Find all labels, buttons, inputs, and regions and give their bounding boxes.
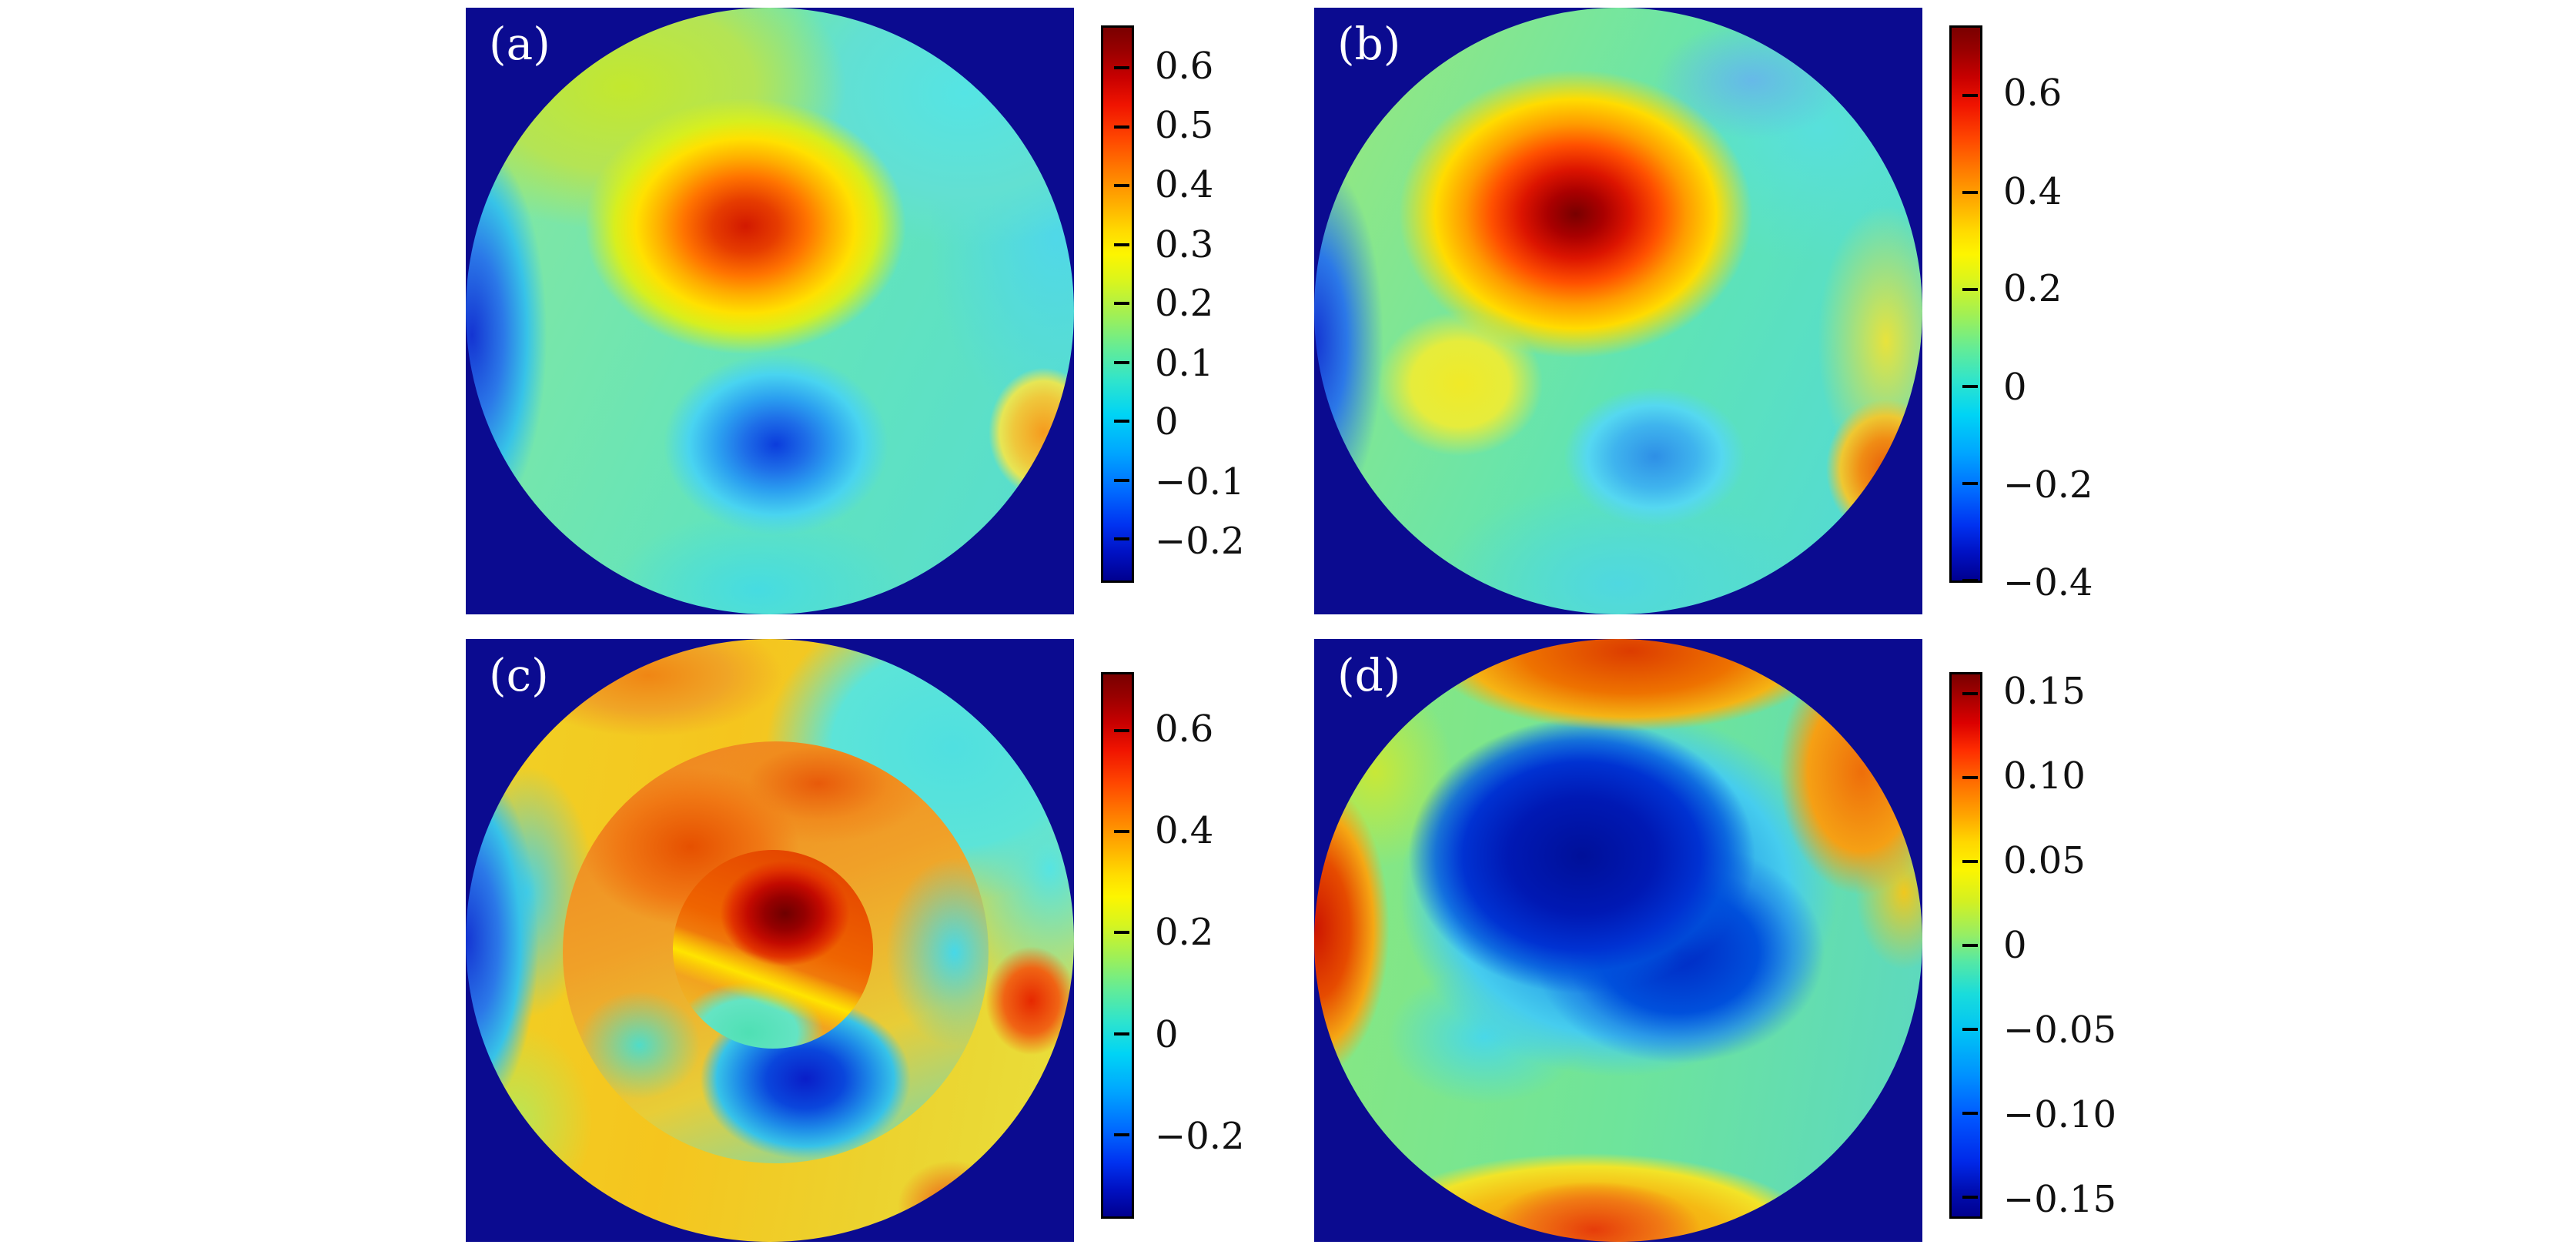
colorbar-tick-label: 0.6 [2003, 72, 2062, 115]
colorbar-tick-label: −0.2 [1155, 519, 1245, 563]
colorbar-tick-mark [1114, 66, 1129, 70]
colorbar-tick-mark [1114, 479, 1129, 483]
colorbar-tick-mark [1962, 1028, 1978, 1032]
heatmap-panel-d: (d) [1314, 639, 1922, 1242]
colorbar-tick-mark [1114, 420, 1129, 423]
colorbar-tick-label: −0.1 [1155, 460, 1245, 504]
colorbar-gradient-c [1101, 672, 1134, 1219]
colorbar-tick-label: 0.10 [2003, 754, 2086, 798]
heatmap-panel-a: (a) [466, 8, 1074, 614]
colorbar-tick-mark [1962, 1196, 1978, 1199]
colorbar-tick-mark [1114, 125, 1129, 129]
colorbar-tick-label: 0.2 [2003, 267, 2062, 311]
colorbar-tick-label: 0.4 [1155, 163, 1214, 207]
colorbar-tick-mark [1962, 691, 1978, 695]
colorbar-tick-mark [1114, 1032, 1129, 1036]
colorbar-tick-label: 0.6 [1155, 707, 1214, 751]
colorbar-tick-mark [1962, 579, 1978, 582]
colorbar-tick-label: 0.2 [1155, 910, 1214, 954]
colorbar-tick-label: 0.4 [2003, 169, 2062, 213]
colorbar-a: 0.6 0.5 0.4 0.3 0.2 0.1 0 −0.1 −0.2 [1101, 25, 1332, 583]
colorbar-tick-label: 0.3 [1155, 222, 1214, 266]
colorbar-tick-label: 0.4 [1155, 808, 1214, 852]
colorbar-tick-label: 0 [1155, 1012, 1179, 1056]
colorbar-tick-label: −0.10 [2003, 1093, 2117, 1137]
heatmap-circle-a [466, 8, 1074, 614]
colorbar-tick-mark [1962, 944, 1978, 947]
colorbar-tick-mark [1114, 302, 1129, 306]
panel-label-b: (b) [1337, 18, 1401, 70]
colorbar-tick-mark [1114, 243, 1129, 247]
colorbar-tick-mark [1962, 287, 1978, 291]
colorbar-tick-mark [1114, 931, 1129, 935]
colorbar-tick-mark [1114, 184, 1129, 188]
colorbar-tick-mark [1114, 537, 1129, 541]
colorbar-gradient-a [1101, 25, 1134, 583]
colorbar-tick-label: 0.15 [2003, 669, 2086, 713]
colorbar-tick-mark [1114, 830, 1129, 834]
colorbar-d: 0.15 0.10 0.05 0 −0.05 −0.10 −0.15 [1949, 672, 2180, 1219]
colorbar-tick-label: 0.5 [1155, 104, 1214, 148]
colorbar-tick-label: −0.05 [2003, 1009, 2117, 1052]
panel-label-d: (d) [1337, 649, 1401, 701]
colorbar-tick-mark [1114, 1133, 1129, 1136]
colorbar-tick-label: 0.05 [2003, 838, 2086, 882]
colorbar-tick-label: 0.6 [1155, 44, 1214, 88]
colorbar-tick-label: 0.1 [1155, 341, 1214, 385]
colorbar-tick-mark [1962, 859, 1978, 863]
colorbar-tick-label: −0.4 [2003, 561, 2093, 604]
colorbar-tick-mark [1962, 1112, 1978, 1116]
colorbar-tick-mark [1114, 361, 1129, 365]
colorbar-gradient-d [1949, 672, 1982, 1219]
panel-label-c: (c) [489, 649, 549, 701]
colorbar-tick-mark [1962, 384, 1978, 388]
colorbar-tick-mark [1962, 190, 1978, 194]
heatmap-subaperture-inner-c [672, 850, 874, 1049]
colorbar-tick-mark [1962, 93, 1978, 97]
colorbar-tick-mark [1962, 481, 1978, 485]
heatmap-panel-c: (c) [466, 639, 1074, 1242]
heatmap-circle-b [1314, 8, 1922, 614]
heatmap-circle-d [1314, 639, 1922, 1242]
colorbar-tick-mark [1114, 729, 1129, 733]
colorbar-tick-mark [1962, 775, 1978, 779]
colorbar-tick-label: 0 [2003, 924, 2027, 967]
colorbar-tick-label: 0.2 [1155, 282, 1214, 326]
colorbar-tick-label: 0 [2003, 365, 2027, 409]
panel-label-a: (a) [489, 18, 550, 70]
colorbar-b: 0.6 0.4 0.2 0 −0.2 −0.4 [1949, 25, 2180, 601]
colorbar-tick-label: −0.2 [2003, 463, 2093, 507]
heatmap-panel-b: (b) [1314, 8, 1922, 614]
colorbar-tick-label: −0.15 [2003, 1178, 2117, 1222]
colorbar-gradient-b [1949, 25, 1982, 583]
heatmap-circle-c [466, 639, 1074, 1242]
colorbar-tick-label: −0.2 [1155, 1114, 1245, 1158]
colorbar-c: 0.6 0.4 0.2 0 −0.2 [1101, 672, 1332, 1219]
colorbar-tick-label: 0 [1155, 400, 1179, 444]
